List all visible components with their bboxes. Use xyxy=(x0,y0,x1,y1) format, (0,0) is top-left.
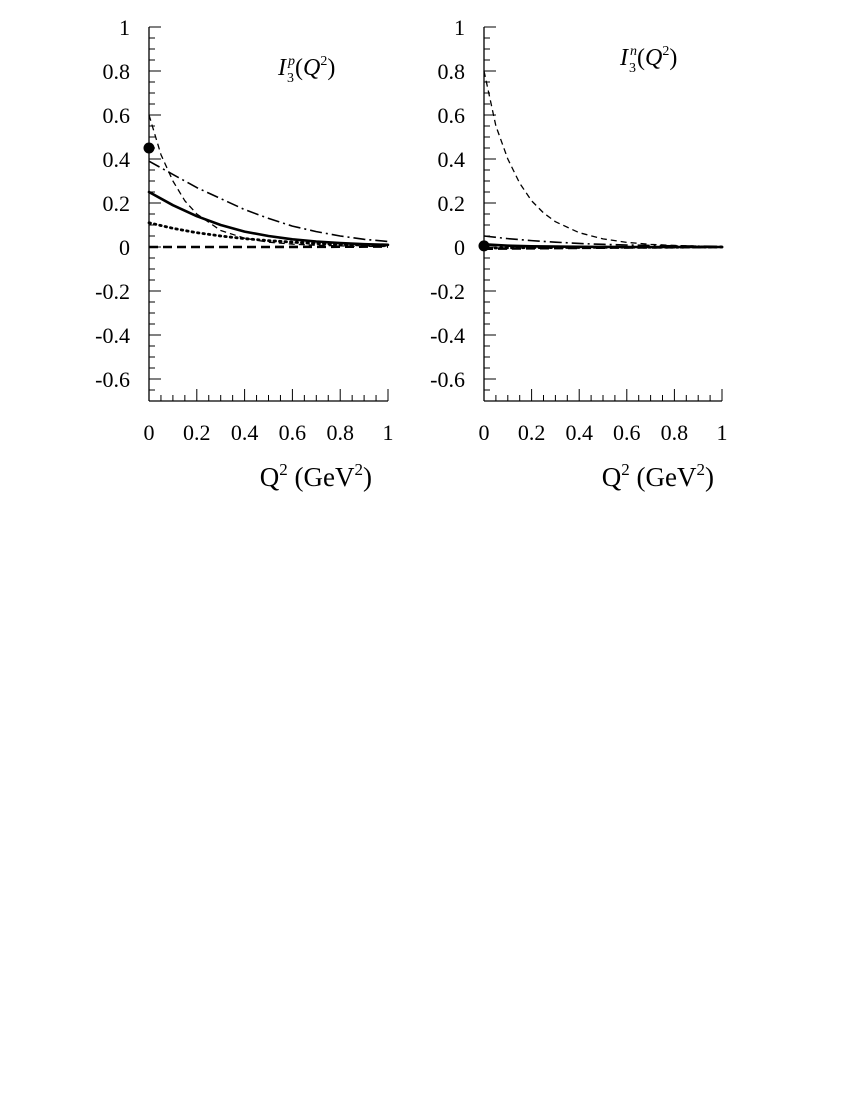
y-tick-label: -0.6 xyxy=(430,367,465,392)
y-tick-label: 0.4 xyxy=(103,147,131,172)
y-tick-label: -0.4 xyxy=(430,323,465,348)
x-tick-label: 0.6 xyxy=(279,420,307,445)
y-tick-label: 1 xyxy=(119,15,130,40)
panel-neutron: 1 0.8 0.6 0.4 0.2 0 -0.2 -0.4 -0.6 0 0.2 0.4 0.6 0.8 1… xyxy=(430,15,727,492)
data-point-marker xyxy=(478,240,490,252)
y-tick-label: 0.8 xyxy=(103,59,131,84)
panel-proton: 1 0.8 0.6 0.4 0.2 0 -0.2 -0.4 -0.6 0 0.2 0.4 0.6 0.8 1… xyxy=(95,15,393,492)
series-dashed-thick-line xyxy=(483,245,723,251)
x-tick-label: 0.4 xyxy=(231,420,259,445)
x-tick-label: 0.4 xyxy=(565,420,593,445)
x-tick-label: 0 xyxy=(479,420,490,445)
y-tick-label: -0.4 xyxy=(95,323,130,348)
series-dash-dot-line xyxy=(148,160,389,243)
x-tick-label: 1 xyxy=(717,420,728,445)
y-tick-label: 1 xyxy=(454,15,465,40)
y-tick-label: 0.6 xyxy=(103,103,131,128)
series-thin-dashed-line xyxy=(148,114,389,248)
x-tick-label: 1 xyxy=(383,420,394,445)
series-dotted-thick-line xyxy=(482,245,724,250)
y-tick-label: 0.8 xyxy=(438,59,466,84)
x-tick-label: 0 xyxy=(144,420,155,445)
x-tick-label: 0.2 xyxy=(518,420,546,445)
y-tick-label: 0.6 xyxy=(438,103,466,128)
series-thin-dashed-line xyxy=(483,70,723,248)
x-tick-label: 0.8 xyxy=(661,420,689,445)
x-axis-label: Q2 (GeV2) xyxy=(602,460,714,492)
y-tick-label: 0.4 xyxy=(438,147,466,172)
y-tick-label: 0.2 xyxy=(103,191,131,216)
y-tick-label: 0.2 xyxy=(438,191,466,216)
x-tick-label: 0.6 xyxy=(613,420,641,445)
data-point-marker xyxy=(143,142,155,154)
y-tick-label: -0.2 xyxy=(95,279,130,304)
x-axis-label: Q2 (GeV2) xyxy=(260,460,372,492)
x-tick-label: 0.8 xyxy=(326,420,354,445)
series-dotted-thick-line xyxy=(147,221,390,247)
series-solid-thick-line xyxy=(147,190,390,247)
x-tick-label: 0.2 xyxy=(183,420,211,445)
y-tick-label: -0.6 xyxy=(95,367,130,392)
y-tick-label: 0 xyxy=(119,235,130,260)
y-tick-label: -0.2 xyxy=(430,279,465,304)
y-tick-label: 0 xyxy=(454,235,465,260)
